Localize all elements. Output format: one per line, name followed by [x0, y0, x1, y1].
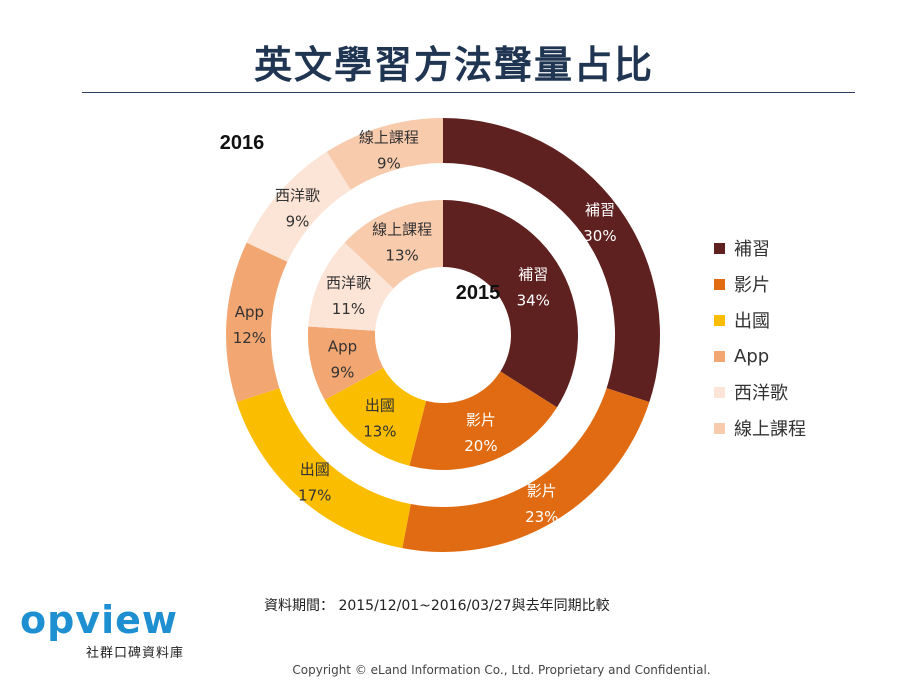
slice-category-label-2016-5: 線上課程	[359, 129, 419, 147]
legend-label: 出國	[734, 311, 770, 332]
slice-category-label-2015-4: 西洋歌	[326, 274, 371, 292]
legend-item-5: 線上課程	[714, 410, 884, 446]
slice-category-label-2016-2: 出國	[300, 461, 330, 479]
legend-swatch	[714, 386, 725, 398]
slice-2016-1	[402, 388, 650, 552]
slice-category-label-2016-0: 補習	[585, 201, 615, 219]
logo-wordmark: opview	[20, 598, 178, 642]
series-label-2016: 2016	[220, 132, 265, 154]
slice-2015-1	[409, 371, 557, 470]
slice-value-label-2015-3: 9%	[331, 363, 355, 381]
slice-category-label-2016-3: App	[235, 303, 264, 321]
slice-category-label-2015-2: 出國	[365, 396, 395, 414]
slice-2015-0	[443, 200, 578, 408]
slice-value-label-2015-0: 34%	[517, 291, 550, 309]
slice-2015-4	[308, 242, 394, 331]
slice-category-label-2016-1: 影片	[527, 482, 557, 500]
slice-2015-2	[324, 367, 427, 466]
legend-label: 西洋歌	[734, 383, 788, 404]
inner-ring-2015	[307, 200, 578, 470]
legend-swatch	[714, 422, 725, 434]
slice-2016-2	[236, 388, 411, 549]
slice-value-label-2015-1: 20%	[464, 437, 497, 455]
slice-category-label-2015-1: 影片	[466, 411, 496, 429]
slice-value-label-2015-2: 13%	[363, 422, 396, 440]
legend-item-1: 影片	[714, 266, 884, 302]
outer-ring-2016	[226, 118, 660, 552]
legend-item-2: 出國	[714, 302, 884, 338]
slice-2015-5	[344, 200, 443, 289]
legend-swatch	[714, 278, 725, 290]
slice-2016-5	[326, 118, 443, 190]
legend-label: 影片	[734, 275, 770, 296]
legend-item-3: App	[714, 338, 884, 374]
title-divider	[82, 92, 855, 93]
slice-2016-4	[246, 151, 351, 262]
legend: 補習影片出國 App 西洋歌線上課程	[714, 230, 884, 446]
slice-category-label-2016-4: 西洋歌	[275, 187, 320, 205]
slice-2016-3	[226, 242, 288, 403]
opview-logo: opview 社群口碑資料庫	[20, 600, 200, 661]
slice-category-label-2015-5: 線上課程	[372, 220, 432, 238]
legend-label: App	[734, 345, 770, 367]
chart-title: 英文學習方法聲量占比	[253, 43, 654, 87]
slice-value-label-2016-0: 30%	[583, 227, 616, 245]
slice-value-label-2016-2: 17%	[298, 487, 331, 505]
legend-label: 補習	[734, 239, 770, 260]
slice-value-label-2015-4: 11%	[332, 300, 365, 318]
series-label-2015: 2015	[456, 282, 501, 304]
legend-item-4: 西洋歌	[714, 374, 884, 410]
slice-value-label-2016-5: 9%	[377, 155, 401, 173]
slice-category-label-2015-0: 補習	[518, 265, 548, 283]
slice-category-label-2015-3: App	[328, 337, 357, 355]
slice-labels: 補習 30% 影片 23% 出國 17% App 12% 西洋歌 9% 線上課程 9% 補習 34% 影片 2…	[233, 129, 617, 526]
slice-value-label-2016-1: 23%	[525, 508, 558, 526]
slice-value-label-2015-5: 13%	[385, 246, 418, 264]
slice-2015-3	[307, 326, 384, 401]
data-period-note: 資料期間： 2015/12/01~2016/03/27與去年同期比較	[264, 598, 610, 614]
logo-subtitle: 社群口碑資料庫	[86, 646, 185, 661]
slice-value-label-2016-3: 12%	[233, 329, 266, 347]
slice-value-label-2016-4: 9%	[286, 213, 310, 231]
legend-item-0: 補習	[714, 230, 884, 266]
legend-swatch	[714, 314, 725, 326]
legend-label: 線上課程	[734, 419, 806, 440]
slice-2016-0	[443, 118, 660, 403]
legend-swatch	[714, 242, 725, 254]
copyright-notice: Copyright © eLand Information Co., Ltd. …	[292, 663, 711, 677]
legend-swatch	[714, 350, 725, 362]
